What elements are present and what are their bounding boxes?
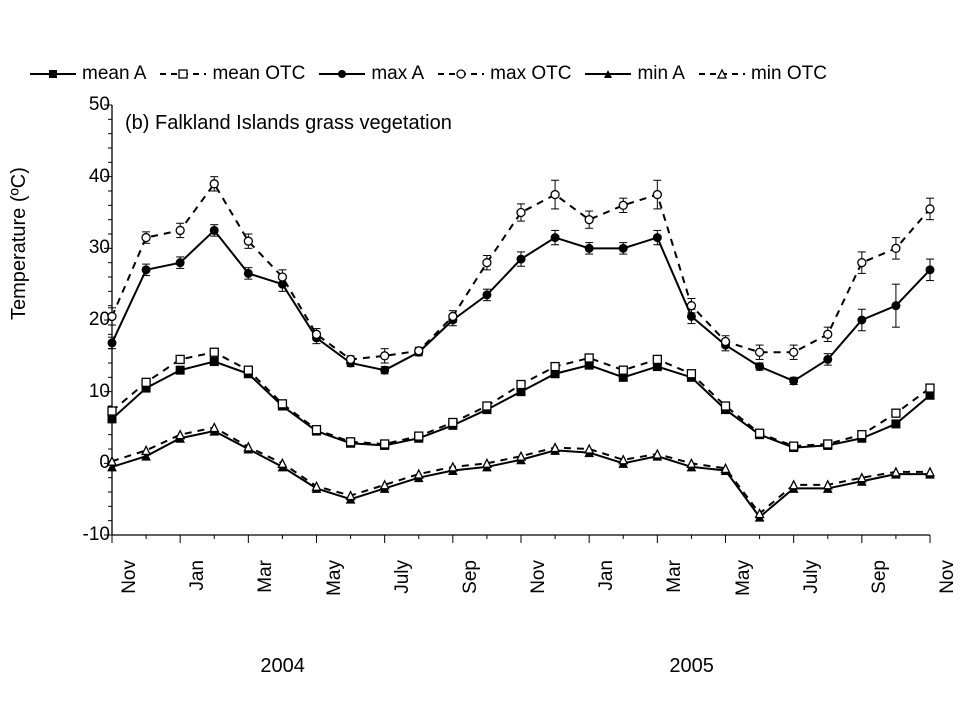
legend: mean A mean OTC max A max OTC min A min OTC	[30, 60, 841, 88]
legend-entry-min_A: min A	[585, 63, 685, 85]
chart-plot-area	[40, 95, 940, 545]
x-tick-label: Nov	[528, 560, 550, 638]
chart-container: mean A mean OTC max A max OTC min A min OTC T…	[0, 0, 960, 720]
x-tick-label: Sep	[869, 560, 891, 638]
x-tick-label: May	[733, 560, 755, 638]
legend-label: min A	[637, 63, 685, 85]
x-axis-year-label-2004: 2004	[260, 655, 305, 678]
x-tick-label: Jan	[187, 560, 209, 638]
legend-entry-min_OTC: min OTC	[699, 63, 827, 85]
x-axis-tick-labels: NovJanMarMayJulySepNovJanMarMayJulySepNo…	[115, 560, 940, 650]
legend-entry-mean_A: mean A	[30, 63, 146, 85]
x-tick-label: July	[801, 560, 823, 638]
x-tick-label: May	[324, 560, 346, 638]
legend-label: min OTC	[751, 63, 827, 85]
y-axis-label: Temperature (ºC)	[8, 167, 31, 320]
legend-entry-max_A: max A	[319, 63, 424, 85]
x-tick-label: Nov	[119, 560, 141, 638]
legend-label: max OTC	[490, 63, 571, 85]
x-tick-label: Nov	[937, 560, 959, 638]
x-tick-label: Sep	[460, 560, 482, 638]
x-tick-label: Mar	[664, 560, 686, 638]
x-tick-label: Mar	[255, 560, 277, 638]
legend-label: max A	[371, 63, 424, 85]
legend-entry-mean_OTC: mean OTC	[160, 63, 305, 85]
legend-label: mean OTC	[212, 63, 305, 85]
x-axis-year-label-2005: 2005	[669, 655, 714, 678]
legend-label: mean A	[82, 63, 146, 85]
x-tick-label: July	[392, 560, 414, 638]
x-tick-label: Jan	[596, 560, 618, 638]
legend-entry-max_OTC: max OTC	[438, 63, 571, 85]
